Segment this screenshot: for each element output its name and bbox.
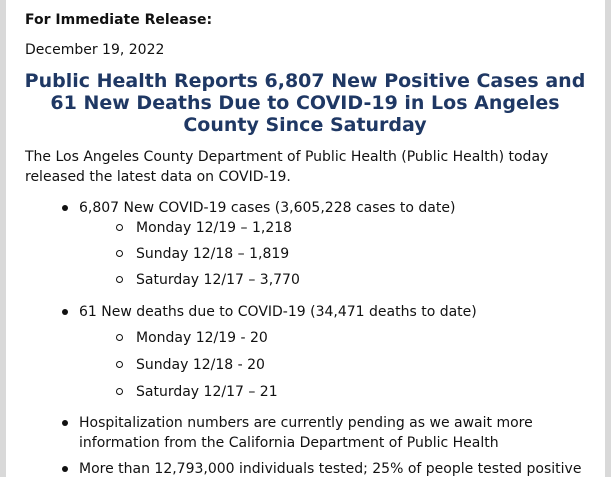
- list-item-testing: More than 12,793,000 individuals tested;…: [25, 459, 585, 477]
- list-item-text: Hospitalization numbers are currently pe…: [79, 415, 533, 451]
- sub-list-item: Saturday 12/17 – 3,770: [79, 270, 585, 296]
- list-item-deaths: 61 New deaths due to COVID-19 (34,471 de…: [25, 302, 585, 409]
- sub-list-item: Sunday 12/18 - 20: [79, 355, 585, 382]
- page-title: Public Health Reports 6,807 New Positive…: [24, 70, 586, 136]
- intro-paragraph: The Los Angeles County Department of Pub…: [25, 149, 549, 185]
- sub-list-item: Monday 12/19 – 1,218: [79, 218, 585, 244]
- data-bullet-list: 6,807 New COVID-19 cases (3,605,228 case…: [25, 198, 585, 477]
- sub-list-item: Sunday 12/18 – 1,819: [79, 244, 585, 270]
- list-item-text: More than 12,793,000 individuals tested;…: [79, 461, 582, 477]
- list-item-hospitalization: Hospitalization numbers are currently pe…: [25, 413, 585, 453]
- sub-list-item: Monday 12/19 - 20: [79, 328, 585, 355]
- release-date: December 19, 2022: [25, 42, 165, 58]
- list-item-text: 6,807 New COVID-19 cases (3,605,228 case…: [79, 200, 456, 216]
- sub-list-item: Saturday 12/17 – 21: [79, 382, 585, 409]
- release-label: For Immediate Release:: [25, 12, 213, 28]
- sub-list-cases: Monday 12/19 – 1,218 Sunday 12/18 – 1,81…: [79, 218, 585, 296]
- window-left-border: [0, 0, 6, 477]
- window-right-border: [605, 0, 611, 477]
- list-item-cases: 6,807 New COVID-19 cases (3,605,228 case…: [25, 198, 585, 296]
- sub-list-deaths: Monday 12/19 - 20 Sunday 12/18 - 20 Satu…: [79, 328, 585, 409]
- list-item-text: 61 New deaths due to COVID-19 (34,471 de…: [79, 304, 477, 320]
